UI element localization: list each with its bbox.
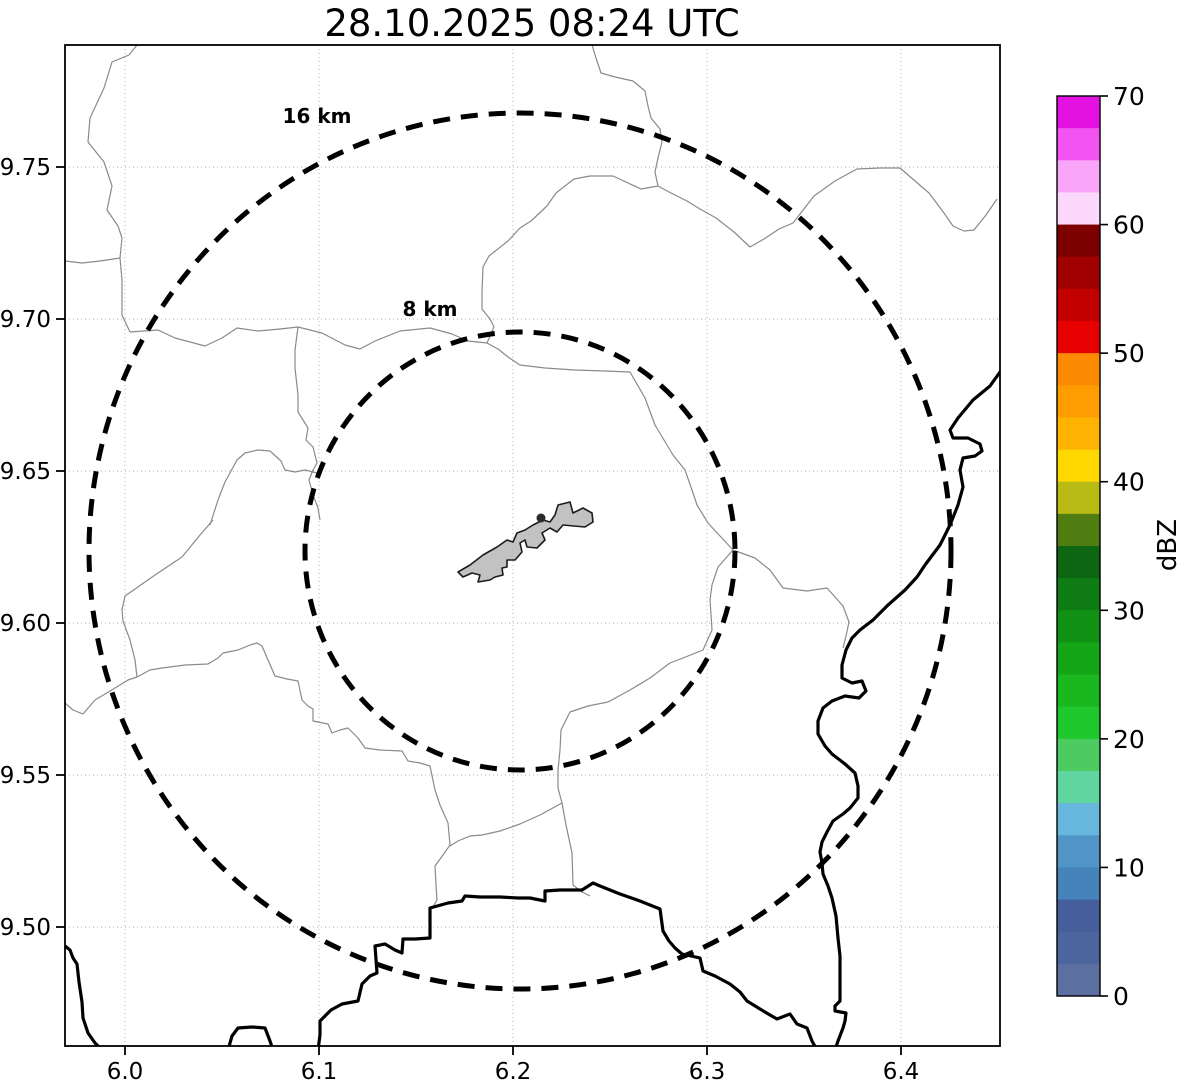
colorbar-band <box>1057 417 1100 451</box>
admin-boundary-line <box>481 175 659 344</box>
colorbar-tick-label: 50 <box>1113 339 1145 368</box>
colorbar-tick-label: 60 <box>1113 211 1145 240</box>
country-border-line <box>227 1025 274 1046</box>
admin-boundary-line <box>657 167 998 248</box>
admin-boundary-line <box>449 802 563 847</box>
x-tick-label: 6.2 <box>495 1059 532 1084</box>
range-ring <box>302 329 738 773</box>
admin-boundary-line <box>209 449 318 526</box>
colorbar-band <box>1057 867 1100 901</box>
x-tick-label: 6.0 <box>107 1059 144 1084</box>
colorbar-band <box>1057 224 1100 258</box>
y-tick-label: 49.75 <box>0 155 51 181</box>
country-border-line <box>65 944 101 1046</box>
colorbar-band <box>1057 706 1100 740</box>
admin-boundary-line <box>65 642 451 908</box>
colorbar-tick-label: 40 <box>1113 468 1145 497</box>
admin-boundary-line <box>557 549 734 897</box>
colorbar-tick-label: 30 <box>1113 596 1145 625</box>
x-tick-label: 6.1 <box>301 1059 338 1084</box>
colorbar-band <box>1057 513 1100 547</box>
admin-boundary-line <box>591 45 663 187</box>
colorbar-band <box>1057 578 1100 611</box>
colorbar-tick-label: 0 <box>1113 982 1129 1011</box>
colorbar-tick-label: 70 <box>1113 82 1145 111</box>
country-border-line <box>316 881 817 1046</box>
colorbar-band <box>1057 288 1100 322</box>
ring-label-layer: 16 km 8 km <box>283 104 458 321</box>
colorbar-band <box>1057 899 1100 933</box>
colorbar-band <box>1057 481 1100 515</box>
colorbar-band <box>1057 610 1100 643</box>
colorbar-band <box>1057 192 1100 226</box>
colorbar-band <box>1057 321 1100 354</box>
x-tick-label: 6.3 <box>689 1059 726 1084</box>
y-tick-label: 49.55 <box>0 763 51 789</box>
y-tick-label: 49.65 <box>0 459 51 485</box>
y-tick-label: 49.60 <box>0 611 51 637</box>
map-layer <box>65 45 1000 1046</box>
admin-boundary-line <box>65 257 121 264</box>
admin-boundary-line <box>87 45 138 333</box>
colorbar-band <box>1057 738 1100 772</box>
colorbar-tick-label: 20 <box>1113 725 1145 754</box>
radar-site-marker <box>536 513 546 523</box>
country-border-line <box>816 370 1000 1046</box>
y-tick-label: 49.50 <box>0 915 51 941</box>
colorbar-band <box>1057 353 1100 386</box>
colorbar-frame <box>1056 95 1101 997</box>
admin-boundary-line <box>129 326 850 649</box>
colorbar-band <box>1057 803 1100 836</box>
range-ring-label: 16 km <box>283 104 352 128</box>
plot-title: 28.10.2025 08:24 UTC <box>324 2 739 45</box>
colorbar-axis-label: dBZ <box>1153 519 1183 571</box>
colorbar-band <box>1057 449 1100 483</box>
admin-boundary-line <box>294 326 321 521</box>
axis-layer: 6.0 6.1 6.2 6.3 6.4 49.75 49.70 49.65 49.60 49.55… <box>0 44 1001 1084</box>
range-ring-label: 8 km <box>402 297 457 321</box>
range-ring <box>86 110 954 992</box>
y-tick-label: 49.70 <box>0 307 51 333</box>
colorbar-tick-label: 10 <box>1113 853 1145 882</box>
x-tick-label: 6.4 <box>883 1059 920 1084</box>
plot-frame <box>64 44 1001 1047</box>
colorbar-band <box>1057 128 1100 161</box>
admin-boundary-line <box>121 519 214 678</box>
colorbar-band <box>1057 160 1100 193</box>
colorbar-band <box>1057 546 1100 579</box>
colorbar-band <box>1057 96 1100 129</box>
colorbar-band <box>1057 674 1100 708</box>
colorbar: 0 10 20 30 40 50 60 70 <box>1056 82 1145 1011</box>
colorbar-band <box>1057 771 1100 804</box>
colorbar-band <box>1057 835 1100 868</box>
range-ring-layer <box>86 110 954 992</box>
colorbar-band <box>1057 385 1100 418</box>
airport-outline <box>457 501 594 583</box>
colorbar-band <box>1057 256 1100 290</box>
colorbar-band <box>1057 963 1100 997</box>
colorbar-band <box>1057 642 1100 676</box>
colorbar-band <box>1057 931 1100 965</box>
